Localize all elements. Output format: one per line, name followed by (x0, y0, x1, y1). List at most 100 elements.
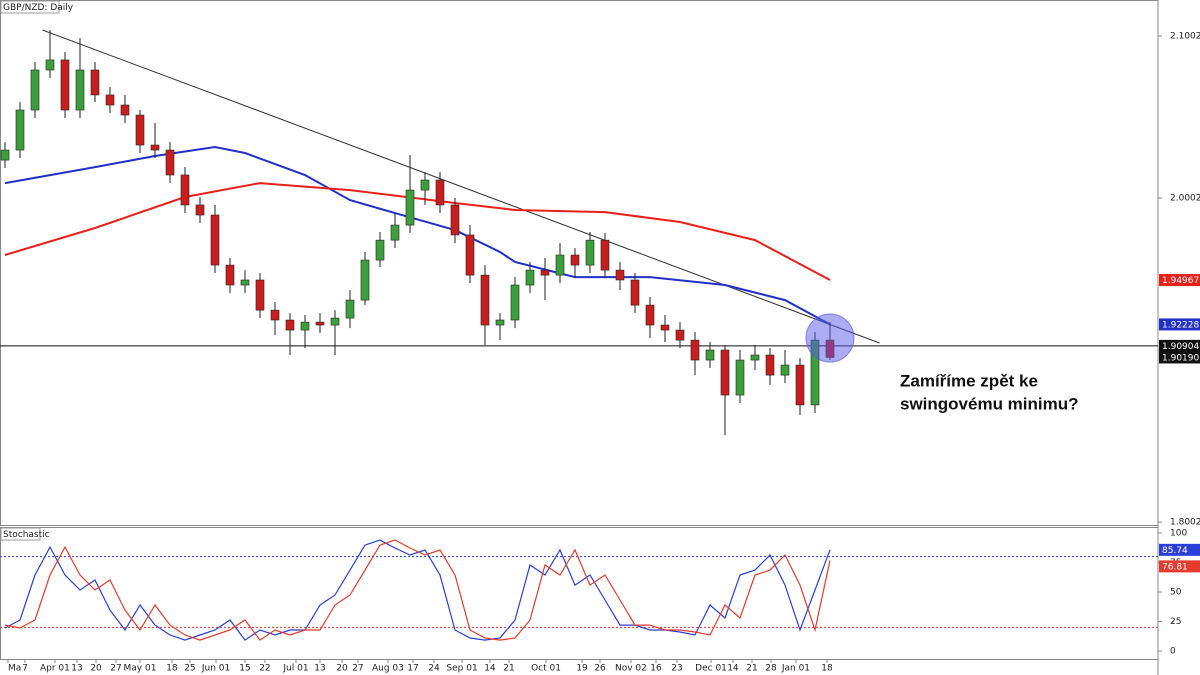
stoch-title-box (0, 527, 41, 541)
x-tick-label: 7 (22, 664, 28, 674)
candle-body (300, 321, 310, 331)
candle-body (750, 354, 760, 361)
y-tick-label: 25 (1170, 617, 1181, 627)
candle-body (495, 319, 505, 326)
stochastic-panel (0, 527, 1159, 660)
stoch-title: Stochastic (3, 530, 50, 540)
price-label: 1.90190 (1162, 353, 1199, 363)
x-tick-label: 15 (239, 664, 250, 674)
candle-body (465, 234, 475, 276)
x-tick-label: 16 (650, 664, 662, 674)
candle-body (675, 329, 685, 341)
candle-body (225, 264, 235, 286)
candle-body (330, 317, 340, 326)
y-tick-label: 1.80027 (1170, 518, 1200, 528)
x-tick-label: 20 (90, 664, 102, 674)
candle-body (480, 274, 490, 326)
candle-body (165, 149, 175, 176)
highlight-circle (805, 313, 855, 363)
level-label-box (1159, 339, 1200, 352)
x-tick-label: 14 (727, 664, 739, 674)
x-tick-label: 24 (428, 664, 440, 674)
trendline (42, 29, 880, 344)
x-tick-label: 27 (110, 664, 121, 674)
x-tick-label: 17 (407, 664, 418, 674)
candle-body (105, 94, 115, 106)
x-tick-label: 18 (821, 664, 833, 674)
candle-body (345, 299, 355, 319)
x-tick-label: Aug 03 (372, 664, 404, 674)
price-label-box (1159, 318, 1200, 331)
candle-body (720, 349, 730, 396)
candle-body (45, 59, 55, 71)
candle-body (765, 354, 775, 376)
x-tick-label: Apr 01 (40, 664, 70, 674)
moving-average (4, 145, 831, 326)
x-tick-label: 18 (166, 664, 178, 674)
plot-layer: 2.10027 2.00027 1.80027 1.94967 1.92228 1.901… (0, 29, 1200, 674)
candle-body (615, 269, 625, 281)
price-label-box (1159, 351, 1200, 364)
candle-body (525, 269, 535, 286)
candle-body (15, 109, 25, 151)
x-tick-label: 20 (336, 664, 348, 674)
candle-body (555, 254, 565, 276)
candle-body (0, 149, 10, 161)
chart-title: GBP/NZD: Daily (3, 3, 74, 13)
candle-body (630, 279, 640, 306)
price-label: 1.92228 (1162, 320, 1199, 330)
candle-body (405, 189, 415, 226)
level-label: 1.90904 (1162, 342, 1199, 352)
x-tick-label: 13 (314, 664, 325, 674)
candle-body (60, 59, 70, 111)
stoch-value-label: 85.74 (1162, 546, 1188, 556)
candle-body (435, 179, 445, 206)
stoch-value-label: 76.81 (1162, 562, 1188, 572)
x-tick-label: Jun 01 (201, 664, 230, 674)
candle-body (30, 69, 40, 111)
candle-body (120, 104, 130, 116)
price-label-box (1159, 274, 1200, 287)
candle-body (135, 114, 145, 146)
y-tick-label: 2.00027 (1170, 194, 1200, 204)
x-tick-label: 23 (671, 664, 682, 674)
candle-body (285, 319, 295, 331)
stoch-value-box (1159, 560, 1200, 573)
candle-body (150, 144, 160, 151)
candle-body (390, 224, 400, 241)
candle-body (660, 324, 670, 331)
x-tick-label: 28 (765, 664, 777, 674)
y-tick-label: 2.10027 (1170, 32, 1200, 42)
candle-body (795, 364, 805, 406)
x-tick-label: 21 (746, 664, 757, 674)
y-tick-label: 100 (1170, 529, 1187, 539)
annotation: Zamíříme zpět ke (900, 371, 1038, 390)
candle-body (450, 204, 460, 236)
candle-body (600, 239, 610, 271)
x-tick-label: 13 (71, 664, 82, 674)
candle-body (255, 279, 265, 311)
annotation: swingovému minimu? (900, 394, 1079, 413)
x-tick-label: 26 (594, 664, 606, 674)
y-tick-label: 50 (1170, 588, 1182, 598)
x-tick-label: Jan 01 (781, 664, 810, 674)
title-box (0, 0, 60, 14)
candle-body (90, 69, 100, 96)
candle-body (585, 239, 595, 266)
price-label: 1.94967 (1162, 276, 1199, 286)
candle-body (735, 359, 745, 396)
candle-body (375, 239, 385, 261)
candle-body (510, 284, 520, 321)
candle-body (195, 204, 205, 216)
candle-body (75, 69, 85, 111)
x-tick-label: Oct 01 (531, 664, 561, 674)
y-tick-label: 0 (1170, 647, 1176, 657)
x-tick-label: May 01 (124, 664, 157, 674)
candle-body (780, 364, 790, 376)
candle-body (540, 269, 550, 276)
candle-body (315, 321, 325, 326)
x-tick-label: Ma (8, 664, 21, 674)
x-tick-label: 14 (484, 664, 496, 674)
candle-body (705, 349, 715, 361)
